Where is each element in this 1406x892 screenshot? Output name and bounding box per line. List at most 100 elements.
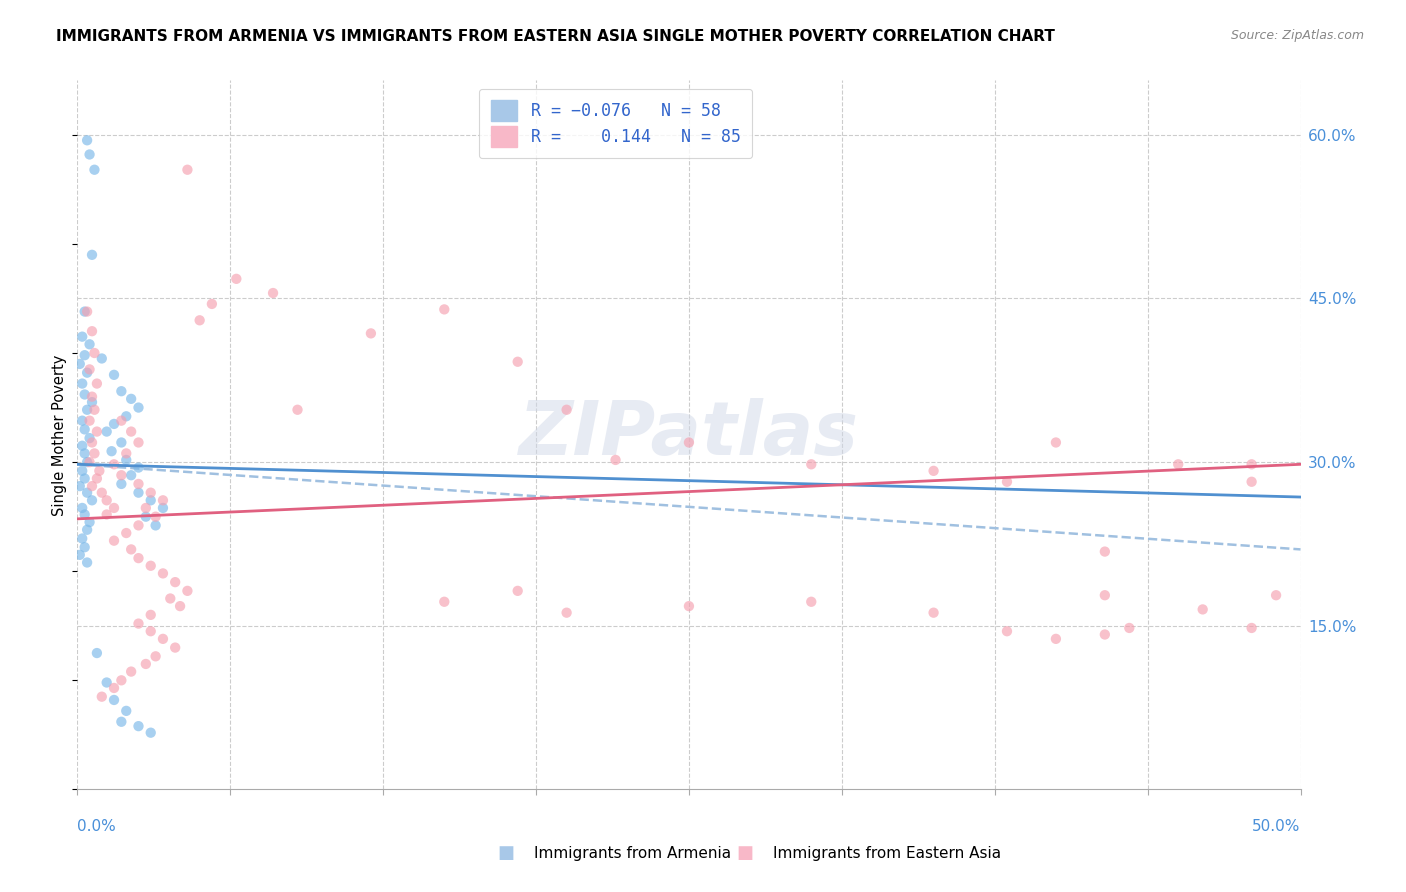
Point xyxy=(120,425,142,439)
Point xyxy=(79,515,101,529)
Point xyxy=(103,681,125,695)
Point xyxy=(86,471,108,485)
Point xyxy=(145,649,167,664)
Point xyxy=(110,384,132,399)
Point xyxy=(287,402,309,417)
Point xyxy=(86,376,108,391)
Point xyxy=(1240,621,1263,635)
Point xyxy=(165,575,187,590)
Point xyxy=(139,558,162,573)
Point xyxy=(110,673,132,688)
Point xyxy=(76,366,98,380)
Point xyxy=(188,313,211,327)
Point xyxy=(73,348,96,362)
Point xyxy=(96,675,118,690)
Point xyxy=(70,439,93,453)
Text: 0.0%: 0.0% xyxy=(77,820,117,834)
Point xyxy=(120,665,142,679)
Point xyxy=(90,690,112,704)
Point xyxy=(115,526,138,541)
Point xyxy=(83,402,105,417)
Point xyxy=(70,500,93,515)
Point xyxy=(1265,588,1288,602)
Point xyxy=(70,329,93,343)
Point xyxy=(73,422,96,436)
Point xyxy=(80,395,103,409)
Text: ■: ■ xyxy=(737,844,754,862)
Point xyxy=(80,390,103,404)
Point xyxy=(506,583,529,598)
Point xyxy=(110,468,132,483)
Point xyxy=(135,500,157,515)
Point xyxy=(76,556,98,570)
Point xyxy=(128,551,150,566)
Point xyxy=(76,402,98,417)
Point xyxy=(76,133,98,147)
Text: ZIPatlas: ZIPatlas xyxy=(519,399,859,471)
Point xyxy=(96,425,118,439)
Point xyxy=(159,591,181,606)
Point xyxy=(76,523,98,537)
Point xyxy=(678,435,700,450)
Point xyxy=(995,624,1018,639)
Point xyxy=(139,624,162,639)
Point xyxy=(152,566,174,581)
Point xyxy=(120,392,142,406)
Point xyxy=(79,455,101,469)
Point xyxy=(73,540,96,554)
Text: Immigrants from Armenia: Immigrants from Armenia xyxy=(534,847,731,861)
Text: Immigrants from Eastern Asia: Immigrants from Eastern Asia xyxy=(773,847,1001,861)
Legend: R = −0.076   N = 58, R =    0.144   N = 85: R = −0.076 N = 58, R = 0.144 N = 85 xyxy=(479,88,752,159)
Point xyxy=(128,477,150,491)
Point xyxy=(152,493,174,508)
Point xyxy=(76,455,98,469)
Point xyxy=(201,297,224,311)
Point xyxy=(103,500,125,515)
Point xyxy=(86,425,108,439)
Point xyxy=(73,304,96,318)
Point xyxy=(103,693,125,707)
Point xyxy=(110,714,132,729)
Point xyxy=(128,435,150,450)
Point xyxy=(128,401,150,415)
Point xyxy=(433,302,456,317)
Point xyxy=(83,346,105,360)
Point xyxy=(79,414,101,428)
Point xyxy=(120,468,142,483)
Point xyxy=(120,542,142,557)
Point xyxy=(73,446,96,460)
Point xyxy=(135,657,157,671)
Point xyxy=(70,414,93,428)
Point xyxy=(103,458,125,472)
Point xyxy=(1094,544,1116,558)
Point xyxy=(1118,621,1140,635)
Point xyxy=(69,357,91,371)
Point xyxy=(69,548,91,562)
Text: ■: ■ xyxy=(498,844,515,862)
Point xyxy=(115,704,138,718)
Point xyxy=(169,599,191,614)
Point xyxy=(79,337,101,351)
Point xyxy=(83,162,105,177)
Point xyxy=(152,632,174,646)
Point xyxy=(128,518,150,533)
Point xyxy=(1191,602,1213,616)
Point xyxy=(555,606,578,620)
Point xyxy=(1240,475,1263,489)
Point xyxy=(1094,588,1116,602)
Point xyxy=(128,485,150,500)
Y-axis label: Single Mother Poverty: Single Mother Poverty xyxy=(52,354,67,516)
Point xyxy=(922,464,945,478)
Point xyxy=(145,509,167,524)
Point xyxy=(506,355,529,369)
Point xyxy=(145,518,167,533)
Point xyxy=(152,500,174,515)
Point xyxy=(73,471,96,485)
Point xyxy=(995,475,1018,489)
Point xyxy=(69,479,91,493)
Point xyxy=(605,453,627,467)
Point xyxy=(80,435,103,450)
Point xyxy=(128,460,150,475)
Point xyxy=(80,248,103,262)
Point xyxy=(360,326,382,341)
